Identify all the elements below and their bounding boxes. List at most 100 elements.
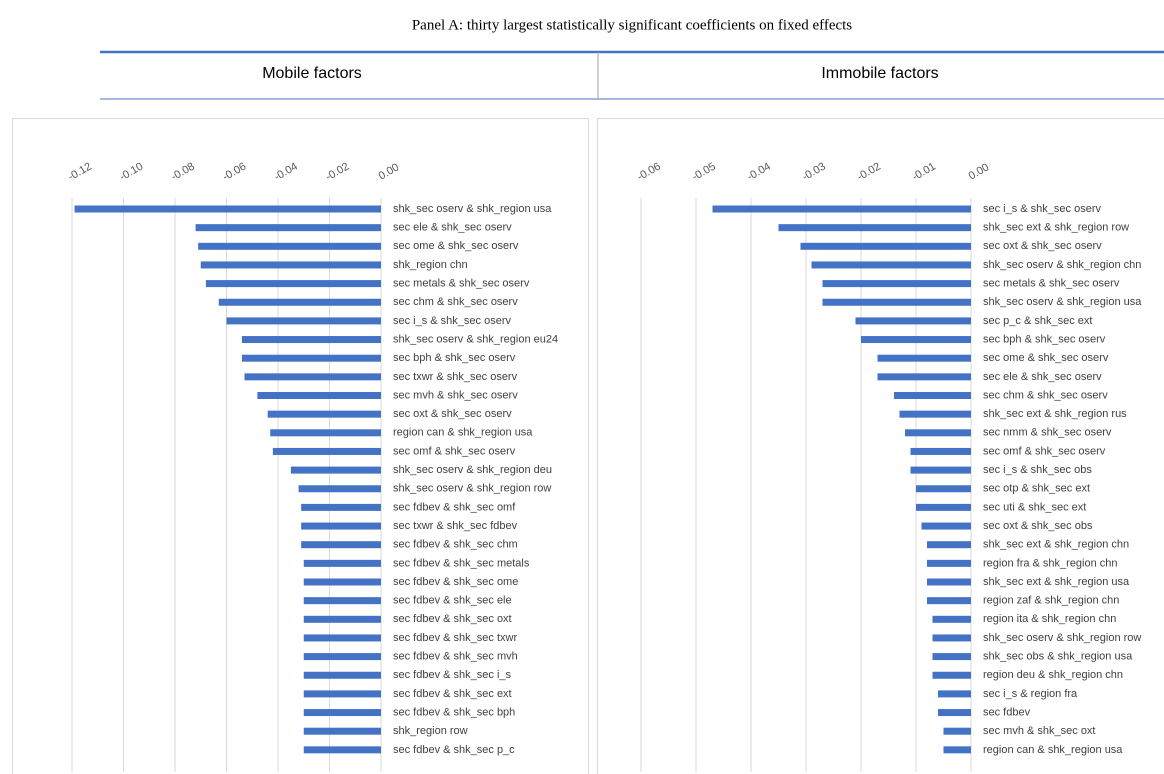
bar <box>74 205 381 213</box>
bar <box>938 690 971 698</box>
category-label: shk_sec oserv & shk_region row <box>393 483 551 495</box>
bar <box>712 205 971 213</box>
bar <box>822 280 971 288</box>
category-label: sec i_s & region fra <box>983 688 1078 700</box>
category-label: sec fdbev & shk_sec chm <box>393 539 518 551</box>
category-label: sec p_c & shk_sec ext <box>983 315 1092 327</box>
category-label: shk_sec oserv & shk_region usa <box>393 203 552 215</box>
chart-frame <box>12 118 589 774</box>
category-label: region can & shk_region usa <box>393 427 533 439</box>
category-label: shk_sec oserv & shk_region deu <box>393 464 552 476</box>
bar <box>927 597 971 605</box>
category-label: sec fdbev & shk_sec p_c <box>393 744 515 756</box>
category-label: shk_sec ext & shk_region rus <box>983 408 1127 420</box>
category-label: sec ome & shk_sec oserv <box>393 240 519 252</box>
category-label: region zaf & shk_region chn <box>983 595 1119 607</box>
bar <box>257 392 381 399</box>
category-label: sec fdbev & shk_sec i_s <box>393 669 512 681</box>
category-label: sec i_s & shk_sec obs <box>983 464 1092 476</box>
category-label: sec fdbev & shk_sec omf <box>393 501 516 513</box>
category-label: sec otp & shk_sec ext <box>983 483 1090 495</box>
category-label: sec uti & shk_sec ext <box>983 501 1086 513</box>
bar <box>301 503 381 511</box>
chart-frame <box>597 118 1164 774</box>
category-label: sec i_s & shk_sec oserv <box>393 315 511 327</box>
bar <box>241 336 381 344</box>
bar <box>855 317 971 325</box>
bar <box>894 392 971 399</box>
bar <box>303 690 381 698</box>
bar <box>927 578 971 586</box>
bar <box>226 317 381 325</box>
bar <box>932 634 971 642</box>
x-tick-label: -0.02 <box>855 160 883 183</box>
category-label: sec oxt & shk_sec oserv <box>393 408 512 420</box>
bar <box>303 727 381 735</box>
bar <box>932 671 971 679</box>
x-tick-label: 0.00 <box>967 161 992 182</box>
bar <box>303 559 381 567</box>
category-label: shk_sec ext & shk_region row <box>983 222 1129 234</box>
category-label: sec txwr & shk_sec oserv <box>393 371 518 383</box>
bar <box>303 671 381 679</box>
category-label: region fra & shk_region chn <box>983 557 1118 569</box>
bar <box>303 578 381 586</box>
bar <box>811 261 971 269</box>
bar <box>943 727 971 735</box>
bar <box>822 298 971 306</box>
bar <box>303 746 381 754</box>
bar <box>241 354 381 362</box>
x-tick-label: -0.05 <box>690 160 718 183</box>
bar <box>910 466 971 474</box>
bar <box>303 709 381 717</box>
category-label: sec chm & shk_sec oserv <box>983 389 1108 401</box>
bar <box>195 224 381 232</box>
bar <box>290 466 381 474</box>
category-label: shk_sec ext & shk_region chn <box>983 539 1129 551</box>
category-label: sec i_s & shk_sec oserv <box>983 203 1101 215</box>
category-label: sec oxt & shk_sec oserv <box>983 240 1102 252</box>
bar <box>899 410 971 418</box>
column-header: Immobile factors <box>821 65 938 82</box>
bar <box>303 597 381 605</box>
category-label: shk_sec oserv & shk_region eu24 <box>393 333 558 345</box>
category-label: sec mvh & shk_sec oxt <box>983 725 1096 737</box>
category-label: sec metals & shk_sec oserv <box>393 278 530 290</box>
x-tick-label: -0.02 <box>324 160 352 183</box>
bar <box>938 709 971 717</box>
bar <box>877 354 971 362</box>
category-label: region can & shk_region usa <box>983 744 1123 756</box>
bar <box>932 653 971 661</box>
category-label: sec bph & shk_sec oserv <box>983 333 1106 345</box>
bar <box>916 503 971 511</box>
panel-title: Panel A: thirty largest statistically si… <box>412 17 852 33</box>
bar <box>303 634 381 642</box>
bar <box>267 410 381 418</box>
bar <box>927 541 971 549</box>
category-label: shk_sec oserv & shk_region usa <box>983 296 1142 308</box>
x-tick-label: -0.06 <box>635 160 663 183</box>
category-label: shk_region row <box>393 725 468 737</box>
bar <box>927 559 971 567</box>
category-label: sec omf & shk_sec oserv <box>393 445 516 457</box>
category-label: shk_sec obs & shk_region usa <box>983 651 1133 663</box>
column-header: Mobile factors <box>262 65 362 82</box>
category-label: sec fdbev <box>983 706 1031 718</box>
bar <box>272 447 381 455</box>
x-tick-label: -0.04 <box>745 160 773 183</box>
bar <box>916 485 971 493</box>
category-label: sec fdbev & shk_sec ext <box>393 688 512 700</box>
category-label: sec fdbev & shk_sec oxt <box>393 613 512 625</box>
bar <box>301 541 381 549</box>
category-label: sec oxt & shk_sec obs <box>983 520 1093 532</box>
x-tick-label: -0.01 <box>910 160 938 183</box>
bar <box>198 242 381 250</box>
bar <box>932 615 971 623</box>
category-label: sec nmm & shk_sec oserv <box>983 427 1112 439</box>
bar <box>921 522 971 530</box>
category-label: sec mvh & shk_sec oserv <box>393 389 518 401</box>
bar <box>200 261 381 269</box>
bar <box>244 373 381 381</box>
